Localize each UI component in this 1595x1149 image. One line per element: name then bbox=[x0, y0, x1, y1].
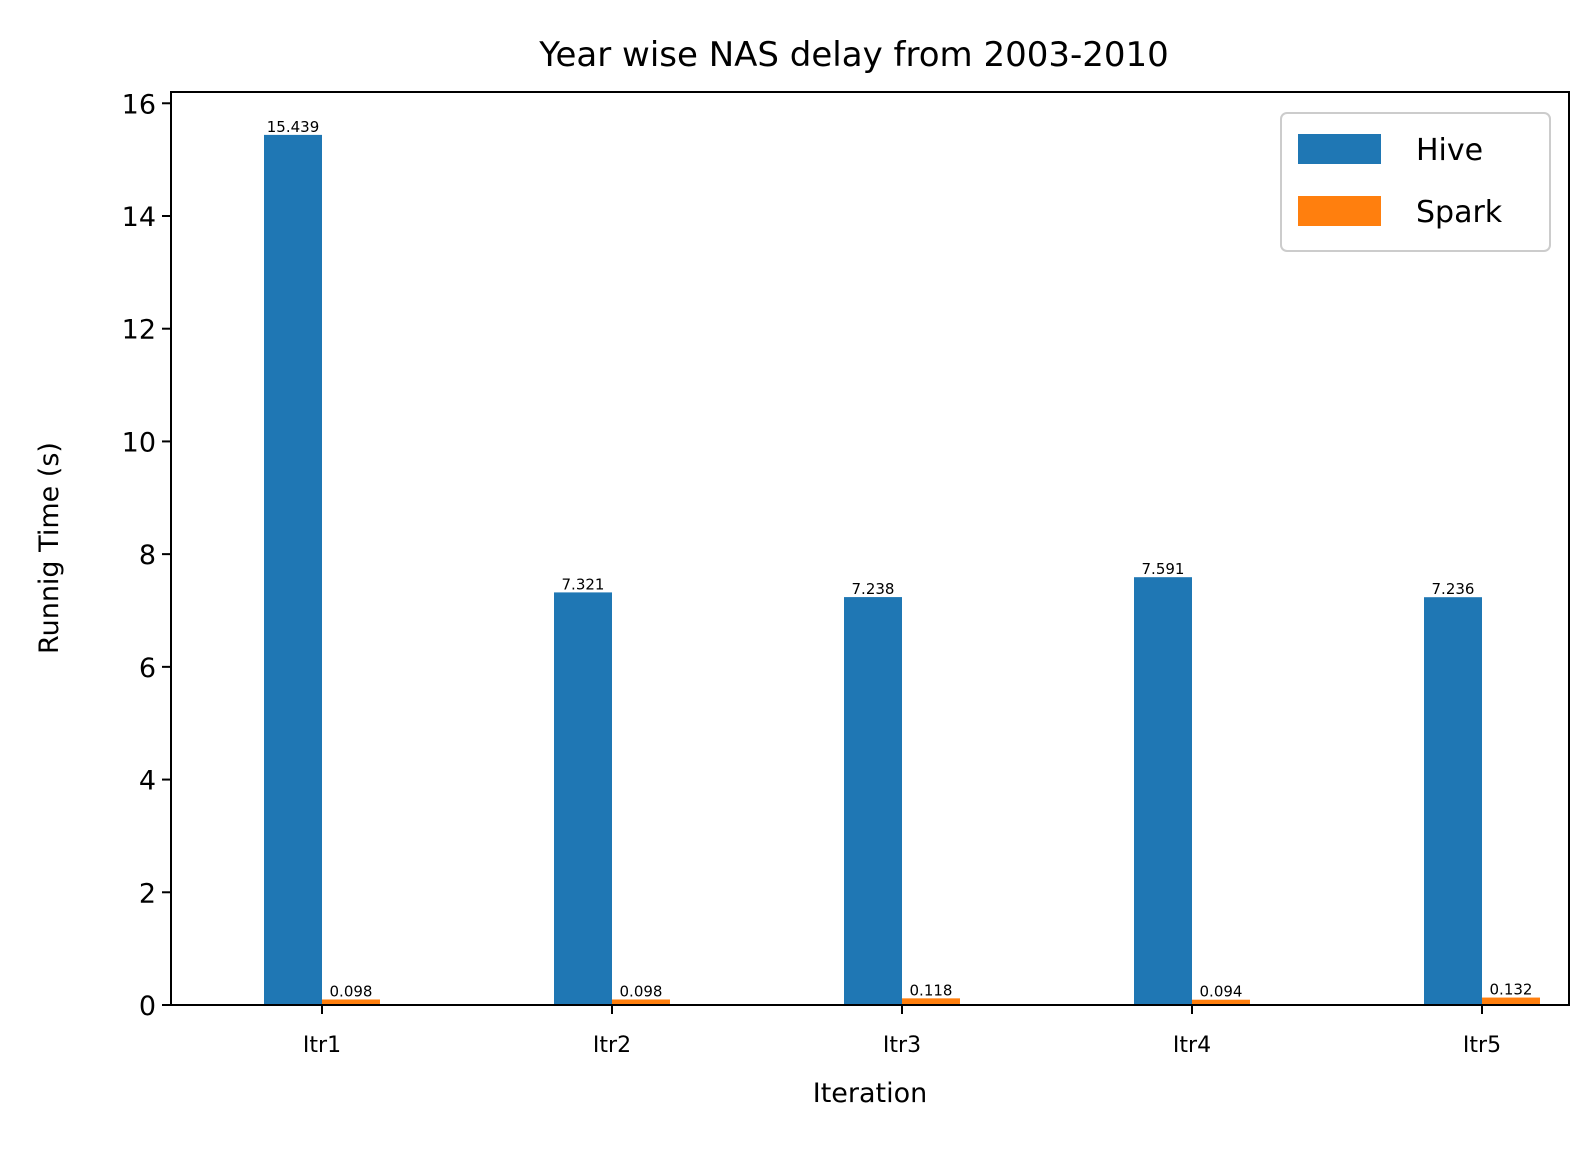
y-tick-label: 16 bbox=[122, 89, 156, 120]
bar-spark-itr4 bbox=[1192, 999, 1250, 1005]
bar-spark-itr2 bbox=[612, 999, 670, 1005]
y-tick-label: 14 bbox=[122, 202, 156, 233]
data-label-spark-itr5: 0.132 bbox=[1490, 981, 1533, 999]
y-tick-label: 10 bbox=[122, 427, 156, 458]
legend-swatch-spark bbox=[1298, 196, 1381, 226]
x-tick-label-itr1: Itr1 bbox=[303, 1033, 341, 1058]
legend-swatch-hive bbox=[1298, 134, 1381, 164]
y-tick-label: 0 bbox=[139, 991, 156, 1022]
x-tick-label-itr5: Itr5 bbox=[1463, 1033, 1501, 1058]
y-tick-label: 12 bbox=[122, 315, 156, 346]
y-tick-label: 8 bbox=[139, 540, 156, 571]
x-tick-label-itr4: Itr4 bbox=[1173, 1033, 1211, 1058]
data-label-hive-itr2: 7.321 bbox=[562, 575, 605, 593]
bar-spark-itr1 bbox=[322, 999, 380, 1005]
legend: Hive Spark bbox=[1280, 112, 1551, 252]
y-tick-label: 6 bbox=[139, 653, 156, 684]
bar-hive-itr5 bbox=[1424, 597, 1482, 1005]
data-label-spark-itr4: 0.094 bbox=[1200, 983, 1243, 1001]
bar-spark-itr5 bbox=[1482, 997, 1540, 1005]
legend-label-spark: Spark bbox=[1416, 195, 1503, 230]
bar-hive-itr4 bbox=[1134, 577, 1192, 1005]
bar-hive-itr1 bbox=[264, 134, 322, 1006]
x-tick-label-itr3: Itr3 bbox=[883, 1033, 921, 1058]
data-label-hive-itr1: 15.439 bbox=[267, 118, 320, 136]
bar-hive-itr2 bbox=[554, 592, 612, 1005]
y-axis: 0 2 4 6 8 10 12 14 16 bbox=[122, 89, 171, 1022]
bar-spark-itr3 bbox=[902, 998, 960, 1005]
y-axis-label: Runnig Time (s) bbox=[34, 442, 65, 654]
x-axis-label: Iteration bbox=[813, 1078, 928, 1109]
legend-label-hive: Hive bbox=[1416, 133, 1483, 168]
plot-frame bbox=[170, 91, 1570, 1006]
chart-title: Year wise NAS delay from 2003-2010 bbox=[538, 35, 1169, 75]
data-label-spark-itr2: 0.098 bbox=[620, 982, 663, 1000]
data-label-hive-itr4: 7.591 bbox=[1142, 560, 1185, 578]
y-tick-label: 2 bbox=[139, 878, 156, 909]
x-tick-label-itr2: Itr2 bbox=[593, 1033, 631, 1058]
x-axis: Itr1 Itr2 Itr3 Itr4 Itr5 bbox=[303, 1005, 1501, 1058]
data-label-spark-itr1: 0.098 bbox=[330, 982, 373, 1000]
bars-group bbox=[264, 134, 1540, 1006]
y-tick-label: 4 bbox=[139, 766, 156, 797]
data-label-hive-itr3: 7.238 bbox=[852, 580, 895, 598]
data-label-hive-itr5: 7.236 bbox=[1432, 580, 1475, 598]
bar-labels-group: 15.439 7.321 7.238 7.591 7.236 0.098 0.098 0.11… bbox=[267, 118, 1533, 1001]
bar-hive-itr3 bbox=[844, 597, 902, 1005]
data-label-spark-itr3: 0.118 bbox=[910, 981, 953, 999]
